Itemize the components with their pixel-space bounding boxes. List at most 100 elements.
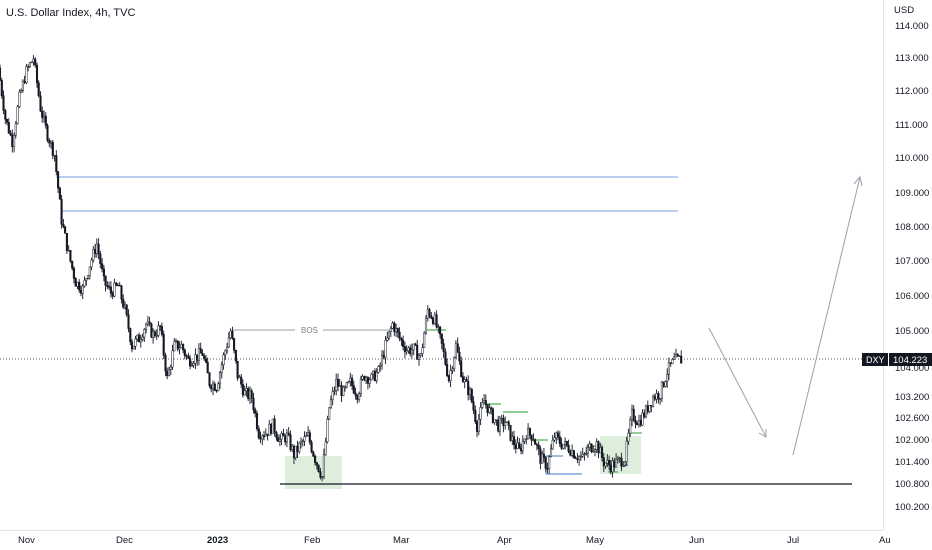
candle-body xyxy=(125,304,128,315)
candle-body xyxy=(509,424,512,441)
candle-body xyxy=(44,115,47,126)
candle-body xyxy=(389,328,392,332)
candle-body xyxy=(600,447,604,458)
candle-body xyxy=(379,364,382,367)
candle-body xyxy=(307,432,310,436)
candle-body xyxy=(549,448,553,457)
candle-body xyxy=(132,345,135,350)
candle-body xyxy=(409,347,412,354)
candle-body xyxy=(518,442,521,449)
candle-body xyxy=(493,419,496,423)
candle-body xyxy=(454,343,457,358)
candle-body xyxy=(504,422,507,427)
candle-body xyxy=(380,355,384,366)
candle-body xyxy=(646,405,649,412)
candle-body xyxy=(129,328,132,343)
candle-body xyxy=(553,437,556,441)
price-tick-label: 103.200 xyxy=(895,392,929,403)
candle-body xyxy=(145,323,148,330)
candle-body xyxy=(424,317,428,334)
candle-body xyxy=(657,393,660,400)
candle-body xyxy=(512,436,516,445)
candle-body xyxy=(335,379,338,391)
candle-body xyxy=(514,444,517,449)
candle-body xyxy=(71,260,74,269)
candle-body xyxy=(520,447,523,452)
candle-body xyxy=(13,134,16,147)
candle-body xyxy=(78,281,81,291)
candle-body xyxy=(218,372,222,385)
candle-body xyxy=(233,338,236,351)
candle-body xyxy=(255,413,259,429)
candle-body xyxy=(333,390,336,392)
candle-body xyxy=(483,400,486,404)
candle-body xyxy=(636,422,639,426)
price-axis[interactable]: 114.000 113.000 112.000 111.000 110.000 109.0… xyxy=(895,21,929,513)
candle-body xyxy=(194,354,197,364)
time-tick-label: Dec xyxy=(116,535,133,546)
candle-body xyxy=(595,441,598,450)
candle-body xyxy=(18,91,21,108)
candle-body xyxy=(298,442,301,452)
candle-body xyxy=(189,358,192,367)
candle-body xyxy=(116,284,119,287)
candle-body xyxy=(273,418,276,433)
candle-body xyxy=(447,375,450,382)
candle-body xyxy=(585,452,588,455)
candle-body xyxy=(414,343,417,346)
candle-body xyxy=(468,389,472,396)
candle-body xyxy=(282,433,285,437)
candle-body xyxy=(46,125,49,141)
time-tick-label: Apr xyxy=(497,535,512,546)
candle-body xyxy=(354,392,357,396)
candle-body xyxy=(426,309,429,319)
candle-body xyxy=(95,243,98,254)
candle-body xyxy=(130,341,134,350)
candle-body xyxy=(387,331,391,339)
candle-body xyxy=(69,250,72,262)
candle-body xyxy=(396,328,399,333)
candle-body xyxy=(139,339,142,343)
candle-body xyxy=(527,428,530,440)
candle-body xyxy=(211,383,215,390)
candle-body xyxy=(21,80,24,91)
candle-body xyxy=(108,286,111,288)
time-tick-label: Mar xyxy=(393,535,409,546)
candle-body xyxy=(14,123,17,136)
candle-body xyxy=(615,459,618,468)
time-axis[interactable]: Nov Dec 2023 Feb Mar Apr May Jun Jul Au xyxy=(18,535,891,546)
candle-body xyxy=(410,349,413,355)
candle-body xyxy=(303,436,306,442)
price-tick-label: 102.000 xyxy=(895,435,929,446)
candle-body xyxy=(630,408,634,421)
candle-body xyxy=(312,451,315,457)
candle-body xyxy=(620,457,623,467)
candle-body xyxy=(435,314,438,328)
candle-body xyxy=(495,419,498,421)
candle-body xyxy=(535,444,538,446)
candle-body xyxy=(343,386,347,389)
candle-body xyxy=(444,351,447,365)
candle-body xyxy=(479,407,482,420)
candle-body xyxy=(548,456,551,469)
candle-body xyxy=(240,376,243,385)
price-tick-label: 110.000 xyxy=(895,153,929,164)
candle-body xyxy=(92,249,95,261)
candle-body xyxy=(484,400,487,405)
candle-body xyxy=(382,355,385,358)
candle-body xyxy=(157,325,160,336)
candle-body xyxy=(164,355,167,372)
candle-body xyxy=(76,281,79,287)
candle-body xyxy=(248,390,252,399)
candle-body xyxy=(402,340,405,347)
candle-body xyxy=(11,134,14,147)
candle-body xyxy=(544,457,547,469)
candle-body xyxy=(203,355,206,360)
candle-body xyxy=(534,439,537,445)
candle-body xyxy=(58,187,61,200)
candle-body xyxy=(336,379,340,387)
candle-body xyxy=(159,325,162,327)
symbol-label: DXY xyxy=(866,355,885,365)
candle-body xyxy=(666,374,669,382)
